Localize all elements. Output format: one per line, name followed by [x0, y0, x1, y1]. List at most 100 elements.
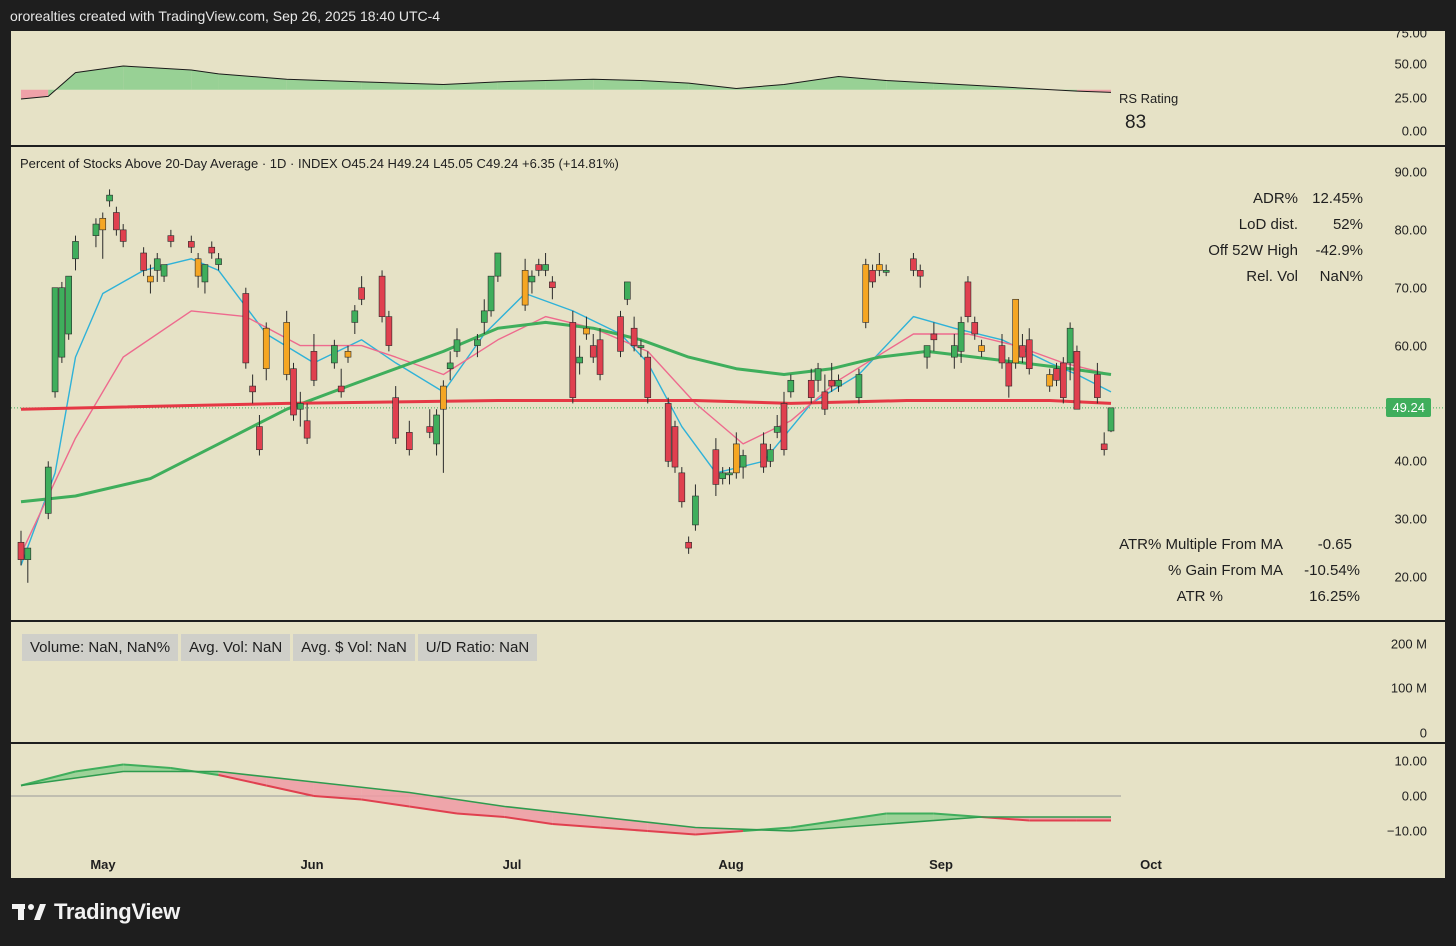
candle-body: [1012, 298, 1019, 364]
oscillator-plot: [11, 763, 1121, 836]
stat-key: % Gain From MA: [1167, 561, 1283, 579]
candle-body: [862, 264, 870, 323]
rs-rating-pane[interactable]: 75.00 50.00 25.00 0.00 RS Rating 83: [11, 26, 1445, 145]
candle-body: [480, 310, 488, 323]
osc-line-segment: [695, 830, 744, 836]
candle-body: [494, 252, 502, 277]
candle-body: [773, 426, 781, 433]
avg-volume-chip: Avg. Vol: NaN: [181, 634, 291, 661]
price-y-tick: 20.00: [1394, 569, 1427, 585]
rs-y-tick: 0.00: [1401, 123, 1427, 139]
candle-body: [487, 275, 495, 312]
oscillator-pane[interactable]: 10.00 0.00 −10.00: [11, 744, 1445, 850]
candle-body: [256, 426, 263, 451]
time-axis[interactable]: May Jun Jul Aug Sep Oct: [11, 850, 1445, 878]
stat-value: NaN%: [1319, 267, 1363, 285]
chart-caption: ororealties created with TradingView.com…: [10, 8, 441, 24]
stat-row-lod: LoD dist. 52%: [1181, 211, 1363, 237]
stat-key: ATR% Multiple From MA: [1119, 535, 1283, 553]
candle-body: [1073, 351, 1081, 410]
osc-area: [266, 776, 314, 796]
stat-row-atr-pct: ATR % 16.25%: [1091, 583, 1360, 609]
candle-body: [971, 322, 979, 335]
candle-body: [331, 345, 338, 364]
candle-body: [1046, 374, 1053, 387]
x-tick-oct: Oct: [1140, 857, 1162, 872]
ud-ratio-chip: U/D Ratio: NaN: [417, 634, 538, 661]
candle-body: [303, 420, 311, 439]
stat-row-off-high: Off 52W High -42.9%: [1181, 237, 1363, 263]
candle-body: [733, 443, 740, 474]
candle-body: [351, 310, 359, 323]
stat-value: -10.54%: [1304, 561, 1360, 579]
rs-area: [784, 76, 839, 90]
candle-body: [290, 368, 297, 416]
candle-body: [916, 270, 924, 277]
rs-area: [443, 81, 498, 90]
candle-body: [882, 270, 890, 273]
rs-y-tick: 25.00: [1394, 90, 1427, 106]
stat-row-rel-vol: Rel. Vol NaN%: [1181, 263, 1363, 289]
candle-body: [957, 322, 965, 352]
candle-body: [453, 339, 461, 352]
candle-body: [835, 379, 842, 387]
candle-body: [215, 258, 222, 265]
candle-body: [910, 258, 917, 271]
candle-body: [1060, 362, 1067, 398]
price-y-tick: 40.00: [1394, 453, 1427, 469]
x-tick-jun: Jun: [300, 857, 324, 872]
osc-line-segment: [75, 763, 124, 773]
candle-body: [99, 217, 107, 231]
candle-body: [596, 339, 604, 375]
candle-body: [821, 391, 829, 410]
candle-body: [310, 351, 318, 381]
candle-body: [712, 449, 720, 485]
candle-body: [188, 241, 195, 248]
osc-signal-line: [20, 770, 1111, 832]
tradingview-logo[interactable]: TradingView: [12, 899, 180, 925]
candle-body: [119, 229, 127, 242]
rs-area: [361, 81, 444, 90]
candle-body: [807, 379, 815, 398]
candle-body: [208, 246, 216, 254]
candle-body: [869, 270, 876, 283]
candle-body: [739, 455, 747, 468]
candle-body: [930, 333, 938, 341]
candle-body: [1019, 345, 1026, 358]
rs-area: [75, 66, 124, 90]
candle-body: [964, 281, 972, 317]
osc-area: [75, 764, 124, 779]
candle-body: [426, 426, 434, 433]
candle-body: [787, 379, 795, 393]
candle-body: [692, 495, 699, 526]
candle-body: [106, 194, 113, 202]
stat-key: LoD dist.: [1238, 215, 1298, 233]
osc-area: [457, 799, 505, 817]
volume-pane[interactable]: Volume: NaN, NaN% Avg. Vol: NaN Avg. $ V…: [11, 622, 1445, 742]
candle-body: [140, 252, 147, 271]
candle-body: [440, 385, 447, 410]
candle-body: [951, 345, 958, 358]
candle-body: [876, 264, 883, 271]
x-tick-sep: Sep: [929, 857, 953, 872]
candle-body: [201, 264, 209, 283]
volume-y-tick: 200 M: [1390, 636, 1427, 652]
moving-average-line: [20, 310, 1112, 555]
moving-average-line: [20, 320, 1112, 504]
rs-y-tick: 75.00: [1394, 25, 1427, 41]
rs-area: [286, 79, 362, 90]
candle-body: [624, 281, 631, 300]
candle-body: [24, 547, 32, 560]
x-tick-jul: Jul: [502, 857, 522, 872]
candle-body: [998, 345, 1006, 364]
candle-body: [923, 345, 931, 358]
osc-y-tick: −10.00: [1386, 823, 1427, 839]
osc-line-segment: [123, 763, 171, 769]
candle-body: [58, 287, 66, 358]
price-pane[interactable]: Percent of Stocks Above 20-Day Average ·…: [11, 147, 1445, 620]
rs-area: [545, 79, 594, 90]
candle-body: [521, 270, 529, 306]
osc-line-segment: [838, 812, 887, 822]
rs-rating-value: 83: [1125, 112, 1147, 133]
stat-value: 52%: [1332, 215, 1363, 233]
